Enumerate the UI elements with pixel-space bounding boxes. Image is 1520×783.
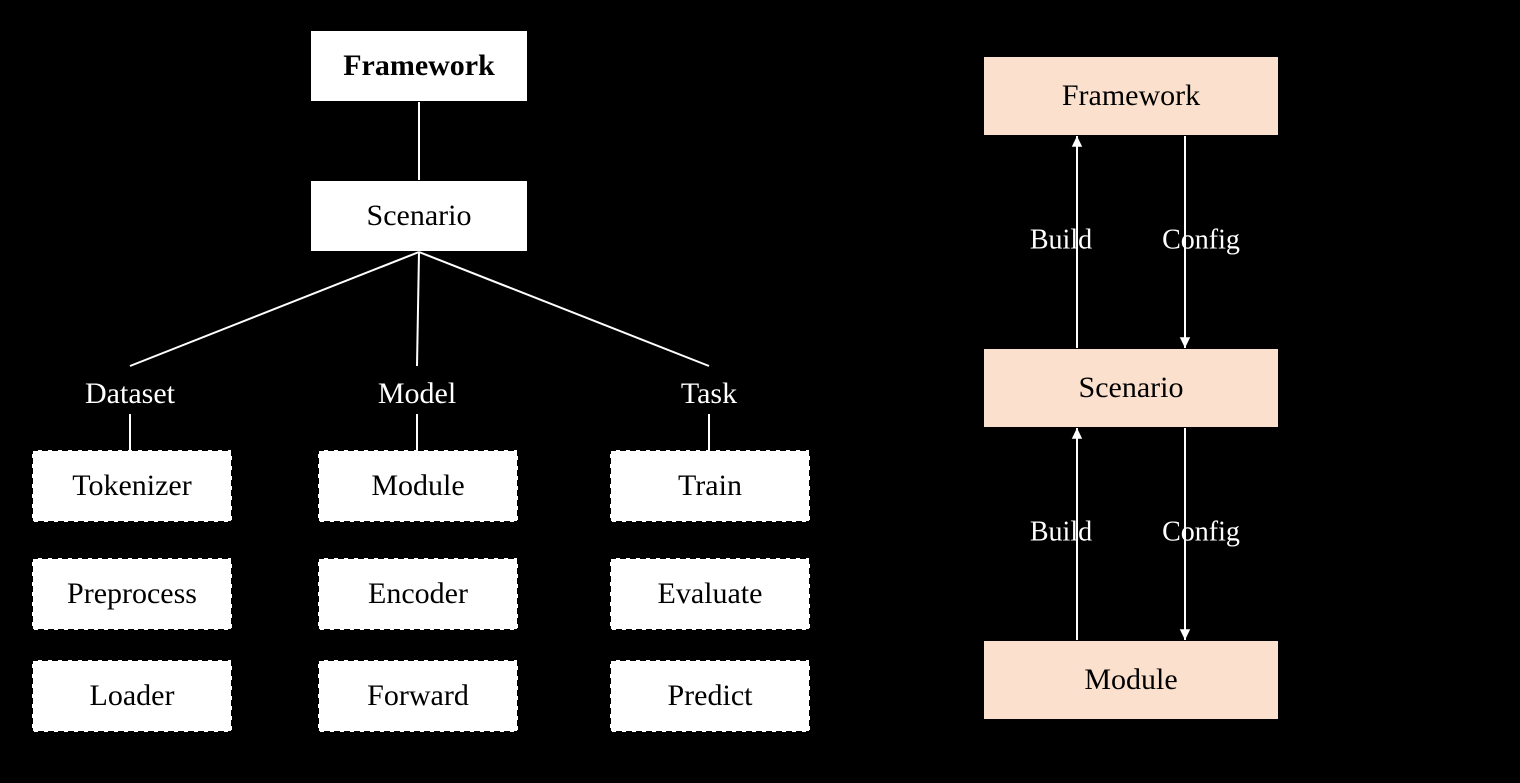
right-edge-0-down-label: Config	[1162, 224, 1240, 255]
diagram-canvas: Framework Scenario Dataset Model Task Tokeniz…	[0, 0, 1520, 783]
left-col0-row2-node-label: Loader	[90, 679, 175, 712]
left-col0-row2-node: Loader	[32, 660, 232, 732]
left-scenario-node-label: Scenario	[367, 199, 472, 232]
right-edge-1-up-label: Build	[1030, 516, 1092, 547]
left-scenario-fan-edge-0	[130, 252, 419, 366]
right-framework-node-label: Framework	[1062, 79, 1200, 112]
left-scenario-fan-edge-1	[417, 252, 419, 366]
left-col2-row1-node-label: Evaluate	[658, 577, 763, 610]
left-col2-row0-node: Train	[610, 450, 810, 522]
left-col0-row0-node-label: Tokenizer	[72, 469, 192, 502]
left-col0-row0-node: Tokenizer	[32, 450, 232, 522]
left-column-heading-1: Model	[378, 377, 456, 410]
left-col1-row2-node: Forward	[318, 660, 518, 732]
right-scenario-node-label: Scenario	[1079, 371, 1184, 404]
left-col2-row2-node-label: Predict	[668, 679, 754, 712]
left-column-heading-2: Task	[681, 377, 737, 410]
left-framework-node: Framework	[310, 30, 528, 102]
right-framework-node: Framework	[983, 56, 1279, 136]
right-scenario-node: Scenario	[983, 348, 1279, 428]
right-module-node-label: Module	[1084, 663, 1177, 696]
left-col0-row1-node: Preprocess	[32, 558, 232, 630]
left-scenario-fan-edge-2	[419, 252, 709, 366]
left-framework-node-label: Framework	[343, 49, 495, 82]
left-col2-row0-node-label: Train	[678, 469, 742, 502]
left-col0-row1-node-label: Preprocess	[67, 577, 197, 610]
left-column-heading-0: Dataset	[85, 377, 176, 410]
left-col1-row2-node-label: Forward	[367, 679, 469, 712]
left-col1-row1-node: Encoder	[318, 558, 518, 630]
right-edge-1-down-label: Config	[1162, 516, 1240, 547]
left-col2-row2-node: Predict	[610, 660, 810, 732]
left-col2-row1-node: Evaluate	[610, 558, 810, 630]
left-scenario-node: Scenario	[310, 180, 528, 252]
left-col1-row0-node: Module	[318, 450, 518, 522]
right-edge-0-up-label: Build	[1030, 224, 1092, 255]
left-col1-row0-node-label: Module	[371, 469, 464, 502]
right-module-node: Module	[983, 640, 1279, 720]
left-col1-row1-node-label: Encoder	[368, 577, 468, 610]
